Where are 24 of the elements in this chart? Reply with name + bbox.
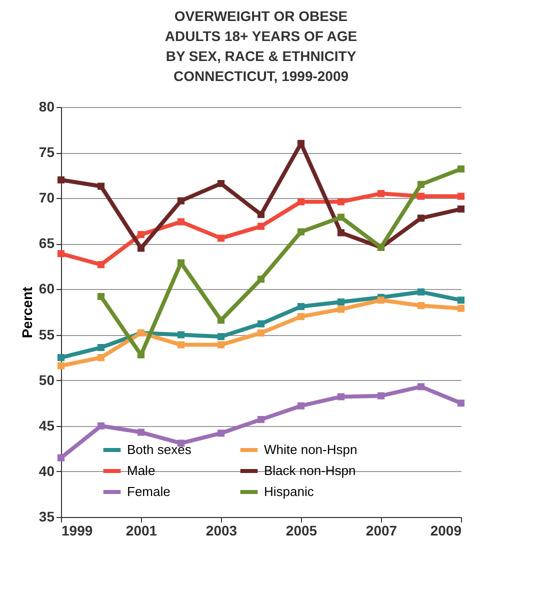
y-axis-title: Percent (18, 286, 35, 338)
y-tick-label: 70 (38, 190, 55, 206)
legend-label: White non-Hspn (264, 442, 358, 457)
y-tick-label: 45 (38, 417, 55, 434)
y-tick-label: 60 (38, 280, 55, 297)
y-tick-label: 75 (38, 144, 55, 160)
y-tick-label: 40 (38, 462, 55, 479)
x-tick-label: 2001 (126, 522, 158, 538)
x-tick-label: 2009 (430, 522, 462, 538)
chart-title: OVERWEIGHT OR OBESE ADULTS 18+ YEARS OF AGE BY SEX, RACE & ETHNICITY CONNECTICUT, 1999-2009 (164, 8, 358, 84)
x-tick-label: 2005 (286, 522, 318, 538)
x-tick-label: 2007 (366, 522, 398, 538)
x-tick-label: 1999 (62, 522, 93, 538)
y-tick-label: 50 (38, 372, 55, 388)
legend-label: Female (127, 484, 170, 499)
y-tick-label: 65 (38, 235, 55, 252)
legend-label: Both sexes (127, 442, 192, 457)
y-tick-label: 80 (38, 98, 55, 114)
legend-label: Male (127, 463, 156, 478)
y-tick-label: 55 (38, 326, 55, 342)
x-tick-label: 2003 (206, 522, 238, 538)
legend-label: Black non-Hspn (264, 463, 356, 478)
legend-label: Hispanic (264, 484, 314, 499)
y-tick-label: 35 (38, 508, 55, 524)
